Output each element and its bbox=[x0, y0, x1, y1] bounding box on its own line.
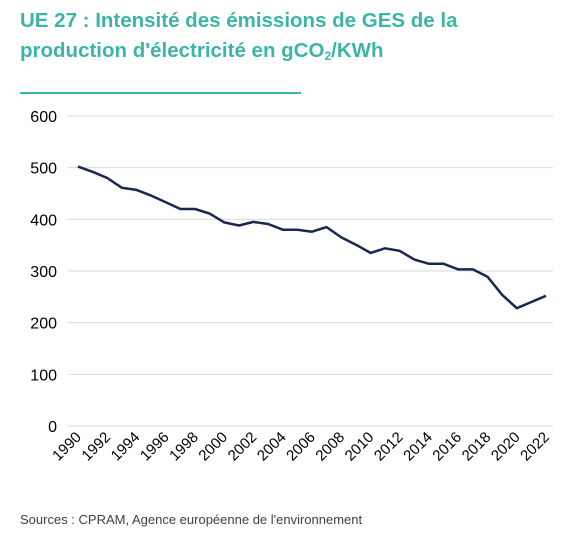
y-tick-label: 300 bbox=[30, 264, 57, 281]
y-tick-label: 0 bbox=[48, 419, 57, 436]
chart-title: UE 27 : Intensité des émissions de GES d… bbox=[20, 6, 565, 66]
gridlines bbox=[68, 115, 553, 427]
x-tick-label: 2014 bbox=[400, 429, 436, 465]
emissions-line bbox=[77, 165, 547, 310]
x-tick-label: 2002 bbox=[225, 429, 261, 465]
y-tick-label: 100 bbox=[30, 367, 57, 384]
x-tick-label: 2010 bbox=[342, 429, 378, 465]
x-tick-label: 1998 bbox=[166, 429, 202, 465]
chart-title-subscript: 2 bbox=[324, 49, 332, 63]
x-tick-label: 2022 bbox=[517, 429, 553, 465]
x-tick-label: 2018 bbox=[459, 429, 495, 465]
y-tick-label: 200 bbox=[30, 316, 57, 333]
chart-title-main: UE 27 : Intensité des émissions de GES d… bbox=[20, 9, 458, 62]
x-tick-label: 1994 bbox=[108, 429, 144, 465]
x-tick-label: 2004 bbox=[254, 429, 290, 465]
x-tick-label: 1996 bbox=[137, 429, 173, 465]
x-tick-label: 2008 bbox=[312, 429, 348, 465]
x-tick-label: 2000 bbox=[195, 429, 231, 465]
x-tick-label: 2020 bbox=[488, 429, 524, 465]
y-tick-label: 500 bbox=[30, 161, 57, 178]
x-tick-label: 2006 bbox=[283, 429, 319, 465]
chart-title-unit: /KWh bbox=[331, 39, 384, 62]
title-underline bbox=[20, 92, 301, 94]
source-note: Sources : CPRAM, Agence européenne de l'… bbox=[20, 512, 363, 527]
x-tick-label: 2012 bbox=[371, 429, 407, 465]
y-tick-label: 600 bbox=[30, 109, 57, 126]
y-tick-label: 400 bbox=[30, 212, 57, 229]
y-axis: 0 100 200 300 400 500 600 bbox=[30, 109, 57, 436]
x-axis: 1990199219941996199820002002200420062008… bbox=[49, 429, 553, 465]
x-tick-label: 2016 bbox=[429, 429, 465, 465]
x-tick-label: 1992 bbox=[78, 429, 114, 465]
